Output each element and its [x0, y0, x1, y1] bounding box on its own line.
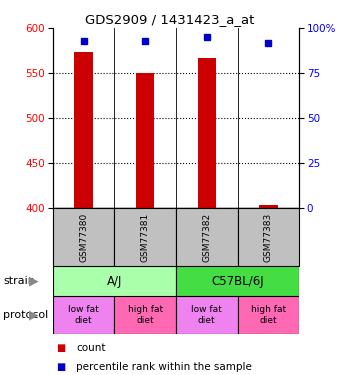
Text: ▶: ▶: [29, 309, 39, 321]
Text: GSM77380: GSM77380: [79, 213, 88, 262]
Bar: [136, 73, 154, 208]
Text: count: count: [76, 343, 106, 353]
Bar: [176, 296, 238, 334]
Text: percentile rank within the sample: percentile rank within the sample: [76, 362, 252, 372]
Bar: [53, 208, 114, 266]
Text: high fat
diet: high fat diet: [128, 305, 163, 325]
Text: A/J: A/J: [107, 275, 122, 288]
Bar: [53, 296, 114, 334]
Bar: [238, 208, 299, 266]
Bar: [74, 51, 93, 208]
Text: high fat
diet: high fat diet: [251, 305, 286, 325]
Bar: [176, 208, 238, 266]
Text: low fat
diet: low fat diet: [191, 305, 222, 325]
Text: GDS2909 / 1431423_a_at: GDS2909 / 1431423_a_at: [85, 13, 255, 26]
Text: low fat
diet: low fat diet: [68, 305, 99, 325]
Text: GSM77381: GSM77381: [141, 213, 150, 262]
Bar: [114, 208, 176, 266]
Bar: [114, 296, 176, 334]
Text: strain: strain: [3, 276, 35, 286]
Text: ▶: ▶: [29, 275, 39, 288]
Bar: [238, 296, 299, 334]
Text: ■: ■: [56, 343, 65, 353]
Bar: [259, 206, 278, 208]
Text: GSM77383: GSM77383: [264, 213, 273, 262]
Bar: [176, 266, 299, 296]
Text: ■: ■: [56, 362, 65, 372]
Bar: [53, 266, 176, 296]
Bar: [198, 58, 216, 208]
Text: protocol: protocol: [3, 310, 49, 320]
Text: C57BL/6J: C57BL/6J: [211, 275, 264, 288]
Text: GSM77382: GSM77382: [202, 213, 211, 262]
